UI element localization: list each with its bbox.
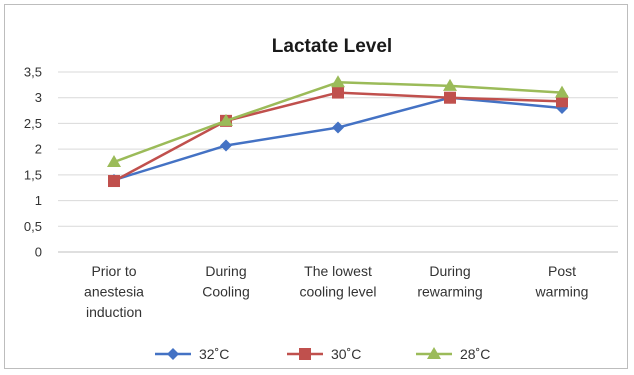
- data-point: [108, 175, 120, 188]
- data-point: [219, 113, 233, 126]
- x-category-label: cooling level: [299, 284, 376, 300]
- x-category-label: anestesia: [84, 284, 144, 300]
- legend-marker: [427, 347, 441, 359]
- legend-marker: [167, 348, 179, 360]
- x-category-label: rewarming: [417, 284, 482, 300]
- x-category-label: During: [429, 263, 470, 279]
- x-category-label: The lowest: [304, 263, 372, 279]
- data-point: [332, 86, 344, 99]
- legend-label: 30˚C: [331, 346, 361, 362]
- x-category-label: warming: [535, 284, 589, 300]
- legend-label: 32˚C: [199, 346, 229, 362]
- y-tick-label: 1,5: [24, 167, 42, 182]
- legend-marker: [299, 348, 311, 360]
- y-tick-label: 3: [35, 90, 42, 105]
- legend-item: 32˚C: [155, 346, 229, 362]
- data-point: [556, 95, 568, 108]
- y-tick-label: 0,5: [24, 219, 42, 234]
- series-1: [108, 86, 568, 188]
- legend-label: 28˚C: [460, 346, 490, 362]
- y-tick-label: 2,5: [24, 116, 42, 131]
- data-point: [444, 91, 456, 104]
- y-tick-label: 2: [35, 142, 42, 157]
- series-line: [113, 96, 563, 182]
- x-category-labels: Prior to anestesia induction During Cooling T…: [84, 263, 588, 320]
- chart-title: Lactate Level: [272, 36, 392, 57]
- y-tick-label: 3,5: [24, 65, 42, 80]
- y-tick-label: 0: [35, 245, 42, 260]
- data-point: [555, 85, 569, 98]
- data-point: [220, 139, 232, 152]
- legend-item: 30˚C: [287, 346, 361, 362]
- legend: 32˚C 30˚C 28˚C: [155, 346, 490, 362]
- y-tick-labels: 0 0,5 1 1,5 2 2,5 3 3,5: [24, 65, 42, 260]
- data-point: [107, 155, 121, 167]
- x-category-label: Cooling: [202, 284, 249, 300]
- x-category-label: During: [205, 263, 246, 279]
- x-category-label: Post: [548, 263, 576, 279]
- x-category-label: induction: [86, 304, 142, 320]
- data-point: [443, 78, 457, 91]
- data-point: [332, 121, 344, 134]
- series-lines: [107, 75, 569, 188]
- data-point: [331, 75, 345, 88]
- x-category-label: Prior to: [91, 263, 136, 279]
- legend-item: 28˚C: [416, 346, 490, 362]
- y-tick-label: 1: [35, 193, 42, 208]
- series-2: [107, 75, 569, 167]
